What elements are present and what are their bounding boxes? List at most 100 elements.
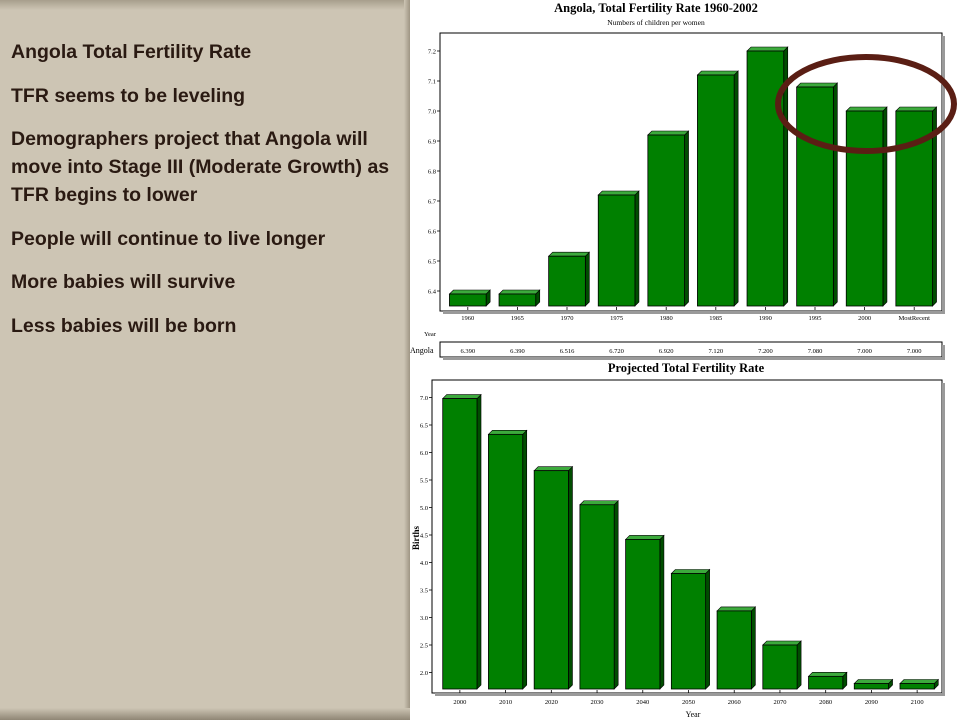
bar-side xyxy=(684,130,689,307)
bar-front xyxy=(498,293,537,307)
bar-top xyxy=(579,500,619,506)
bar-side xyxy=(751,606,756,690)
bar-top xyxy=(696,70,739,76)
x-tick-label: 2070 xyxy=(773,699,786,706)
bullet-item: Demographers project that Angola will mo… xyxy=(11,128,390,206)
chart-2-y-axis-label: Births xyxy=(411,526,421,551)
y-tick-label: 3.0 xyxy=(420,615,428,622)
x-tick-label: 2060 xyxy=(728,699,741,706)
bar-front xyxy=(746,50,785,307)
bar-side xyxy=(634,190,640,307)
x-tick-label: 1970 xyxy=(561,315,574,322)
bar-side xyxy=(476,393,482,690)
chart-2: Projected Total Fertility Rate Births 2.… xyxy=(411,361,945,719)
bar xyxy=(845,106,888,307)
bar-side xyxy=(613,500,619,690)
y-tick-label: 6.8 xyxy=(428,169,436,176)
bar xyxy=(795,82,839,307)
bar-side xyxy=(733,70,739,307)
y-tick-label: 6.5 xyxy=(428,259,436,266)
bar-side xyxy=(882,106,888,307)
panel-right-shadow xyxy=(404,0,410,720)
bar-front xyxy=(548,255,586,307)
bar-front xyxy=(625,539,661,690)
bullet-item: Less babies will be born xyxy=(11,314,237,337)
y-tick-label: 4.0 xyxy=(420,560,428,567)
chart-1-frame-shadow xyxy=(942,36,945,314)
bar xyxy=(696,70,739,307)
bar-side xyxy=(659,534,665,690)
bar-front xyxy=(647,134,685,307)
x-tick-label: 1980 xyxy=(660,315,673,322)
bullet-item: Angola Total Fertility Rate xyxy=(11,41,252,63)
x-tick-label: 2090 xyxy=(865,699,878,706)
bullet-item: People will continue to live longer xyxy=(11,227,326,250)
chart-1-title: Angola, Total Fertility Rate 1960-2002 xyxy=(554,1,758,15)
x-tick-label: 2040 xyxy=(636,699,649,706)
bar xyxy=(579,500,619,690)
bar-front xyxy=(845,110,884,307)
x-tick-label: 1960 xyxy=(461,315,474,322)
bar xyxy=(807,671,848,690)
x-tick-label: 1995 xyxy=(809,315,822,322)
bar-top xyxy=(647,130,690,136)
bar-side xyxy=(585,251,590,307)
bar-top xyxy=(670,569,711,574)
bar xyxy=(597,190,640,307)
bar-front xyxy=(442,398,478,690)
bar xyxy=(624,534,665,690)
chart-2-title: Projected Total Fertility Rate xyxy=(608,361,765,375)
bar-front xyxy=(697,74,735,307)
x-tick-label: 2020 xyxy=(545,699,558,706)
data-table-cell: 6.720 xyxy=(609,348,624,355)
bar-side xyxy=(568,465,573,690)
data-table-cell: 7.080 xyxy=(808,348,823,355)
data-table-shadow xyxy=(443,357,945,360)
data-table-cell: 6.390 xyxy=(460,348,475,355)
bar xyxy=(853,678,894,690)
y-tick-label: 2.5 xyxy=(420,643,428,650)
bar-side xyxy=(522,429,528,690)
data-table-series-label: Angola xyxy=(410,346,434,355)
bar-top xyxy=(845,106,888,112)
charts-canvas: Angola, Total Fertility Rate 1960-2002 N… xyxy=(410,1,957,719)
chart-2-frame-shadow xyxy=(942,383,945,696)
chart-1-x-axis: 1960 1965 1970 1975 1980 1985 1990 1995 2000 Most… xyxy=(461,307,930,322)
y-tick-label: 6.9 xyxy=(428,139,436,146)
x-tick-label: 2000 xyxy=(858,315,871,322)
data-table-cell: 6.390 xyxy=(510,348,525,355)
bar xyxy=(899,678,940,690)
y-tick-label: 5.5 xyxy=(420,478,428,485)
bar-top xyxy=(899,679,940,684)
bullet-list: Angola Total Fertility Rate TFR seems to… xyxy=(11,38,401,355)
bar-top xyxy=(597,190,640,196)
bar xyxy=(716,606,757,690)
data-table: 6.390 6.390 6.516 6.720 6.920 7.120 7.200 7.080… xyxy=(460,348,921,355)
y-tick-label: 6.6 xyxy=(428,229,437,236)
x-tick-label: 2100 xyxy=(911,699,924,706)
chart-2-x-axis-label: Year xyxy=(686,710,701,719)
bar xyxy=(762,640,802,690)
chart-2-x-axis: 2000 2010 2020 2030 2040 2050 2060 2070 2080 2090… xyxy=(453,690,924,706)
bar-top xyxy=(762,640,802,646)
chart-1-frame-shadow xyxy=(443,311,945,314)
bar xyxy=(448,289,491,307)
data-table-cell: 6.516 xyxy=(560,348,575,355)
y-tick-label: 6.4 xyxy=(428,289,437,296)
bar-front xyxy=(853,683,889,690)
bar-top xyxy=(895,106,938,112)
x-tick-label: 1985 xyxy=(709,315,722,322)
bar-top xyxy=(448,289,491,295)
bar xyxy=(498,289,541,307)
bullet-item: TFR seems to be leveling xyxy=(11,84,246,107)
bar-top xyxy=(795,82,839,88)
bar xyxy=(441,393,482,690)
bar-front xyxy=(808,675,844,690)
bar-front xyxy=(533,470,569,690)
bar-top xyxy=(807,672,848,677)
bar-top xyxy=(624,535,665,540)
bar xyxy=(647,130,690,307)
bar-top xyxy=(716,606,757,612)
bar-front xyxy=(488,433,524,690)
chart-2-y-axis: 2.0 2.5 3.0 3.5 4.0 4.5 5.0 5.5 6.0 6.5 7.0 xyxy=(420,395,432,677)
